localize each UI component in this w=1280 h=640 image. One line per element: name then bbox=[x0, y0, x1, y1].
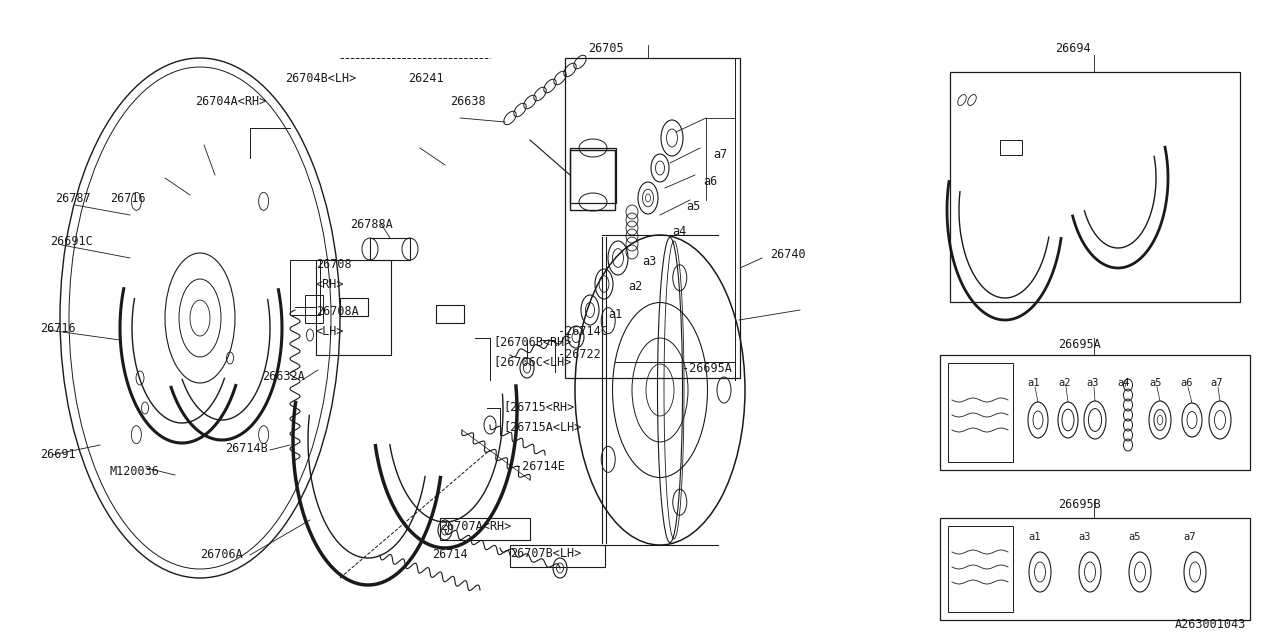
Text: 26708A: 26708A bbox=[316, 305, 358, 318]
Text: [26706C<LH>: [26706C<LH> bbox=[493, 355, 571, 368]
Bar bbox=[436, 305, 465, 323]
Text: a7: a7 bbox=[713, 148, 727, 161]
Text: 26740: 26740 bbox=[771, 248, 805, 261]
Text: a1: a1 bbox=[1028, 532, 1041, 542]
Text: 26707B<LH>: 26707B<LH> bbox=[509, 547, 581, 560]
Text: a6: a6 bbox=[1180, 378, 1193, 388]
Text: a6: a6 bbox=[703, 175, 717, 188]
Text: a1: a1 bbox=[608, 308, 622, 321]
Text: 26704A<RH>: 26704A<RH> bbox=[195, 95, 266, 108]
Text: a4: a4 bbox=[1117, 378, 1129, 388]
Bar bbox=[370, 238, 410, 260]
Bar bbox=[570, 150, 614, 210]
Bar bbox=[316, 260, 390, 355]
Text: a7: a7 bbox=[1210, 378, 1222, 388]
Text: <LH>: <LH> bbox=[316, 325, 344, 338]
Text: a5: a5 bbox=[686, 200, 700, 213]
Text: 26638: 26638 bbox=[451, 95, 485, 108]
Text: 26716: 26716 bbox=[110, 192, 146, 205]
Bar bbox=[1000, 140, 1021, 155]
Text: a3: a3 bbox=[643, 255, 657, 268]
Text: a4: a4 bbox=[672, 225, 686, 238]
Text: [26706B<RH>: [26706B<RH> bbox=[493, 335, 571, 348]
Text: M120036: M120036 bbox=[110, 465, 160, 478]
Bar bbox=[940, 355, 1251, 470]
Bar bbox=[940, 518, 1251, 620]
Text: a5: a5 bbox=[1128, 532, 1140, 542]
Text: 26787: 26787 bbox=[55, 192, 91, 205]
Bar bbox=[948, 363, 1012, 462]
Text: a7: a7 bbox=[1183, 532, 1196, 542]
Text: a2: a2 bbox=[628, 280, 643, 293]
Bar bbox=[305, 295, 323, 323]
Text: [26715A<LH>: [26715A<LH> bbox=[503, 420, 581, 433]
Text: a3: a3 bbox=[1085, 378, 1098, 388]
Text: a3: a3 bbox=[1078, 532, 1091, 542]
Bar bbox=[440, 518, 530, 540]
Bar bbox=[948, 526, 1012, 612]
Bar bbox=[340, 298, 369, 316]
Bar bbox=[291, 260, 320, 315]
Text: -26714E: -26714E bbox=[515, 460, 564, 473]
Text: 26708: 26708 bbox=[316, 258, 352, 271]
Bar bbox=[509, 545, 605, 567]
Bar bbox=[564, 58, 740, 378]
Text: 26706A: 26706A bbox=[200, 548, 243, 561]
Text: 26716: 26716 bbox=[40, 322, 76, 335]
Text: 26704B<LH>: 26704B<LH> bbox=[285, 72, 356, 85]
Text: a2: a2 bbox=[1059, 378, 1070, 388]
Text: 26632A: 26632A bbox=[262, 370, 305, 383]
Text: a1: a1 bbox=[1027, 378, 1039, 388]
Text: 26714B: 26714B bbox=[225, 442, 268, 455]
Text: -26714C: -26714C bbox=[558, 325, 608, 338]
Text: 26714: 26714 bbox=[433, 548, 467, 561]
Text: <RH>: <RH> bbox=[316, 278, 344, 291]
Bar bbox=[950, 72, 1240, 302]
Text: 26707A<RH>: 26707A<RH> bbox=[440, 520, 511, 533]
Text: 26691C: 26691C bbox=[50, 235, 92, 248]
Text: 26695A: 26695A bbox=[1059, 338, 1101, 351]
Text: -26695A: -26695A bbox=[682, 362, 732, 375]
Text: a5: a5 bbox=[1149, 378, 1161, 388]
Text: 26788A: 26788A bbox=[349, 218, 393, 231]
Text: 26691: 26691 bbox=[40, 448, 76, 461]
Text: 26241: 26241 bbox=[408, 72, 444, 85]
Text: 26695B: 26695B bbox=[1059, 498, 1101, 511]
Text: A263001043: A263001043 bbox=[1175, 618, 1247, 631]
Text: 26705: 26705 bbox=[588, 42, 623, 55]
Bar bbox=[570, 148, 616, 203]
Text: -26722: -26722 bbox=[558, 348, 600, 361]
Text: [26715<RH>: [26715<RH> bbox=[503, 400, 575, 413]
Text: 26694: 26694 bbox=[1055, 42, 1091, 55]
